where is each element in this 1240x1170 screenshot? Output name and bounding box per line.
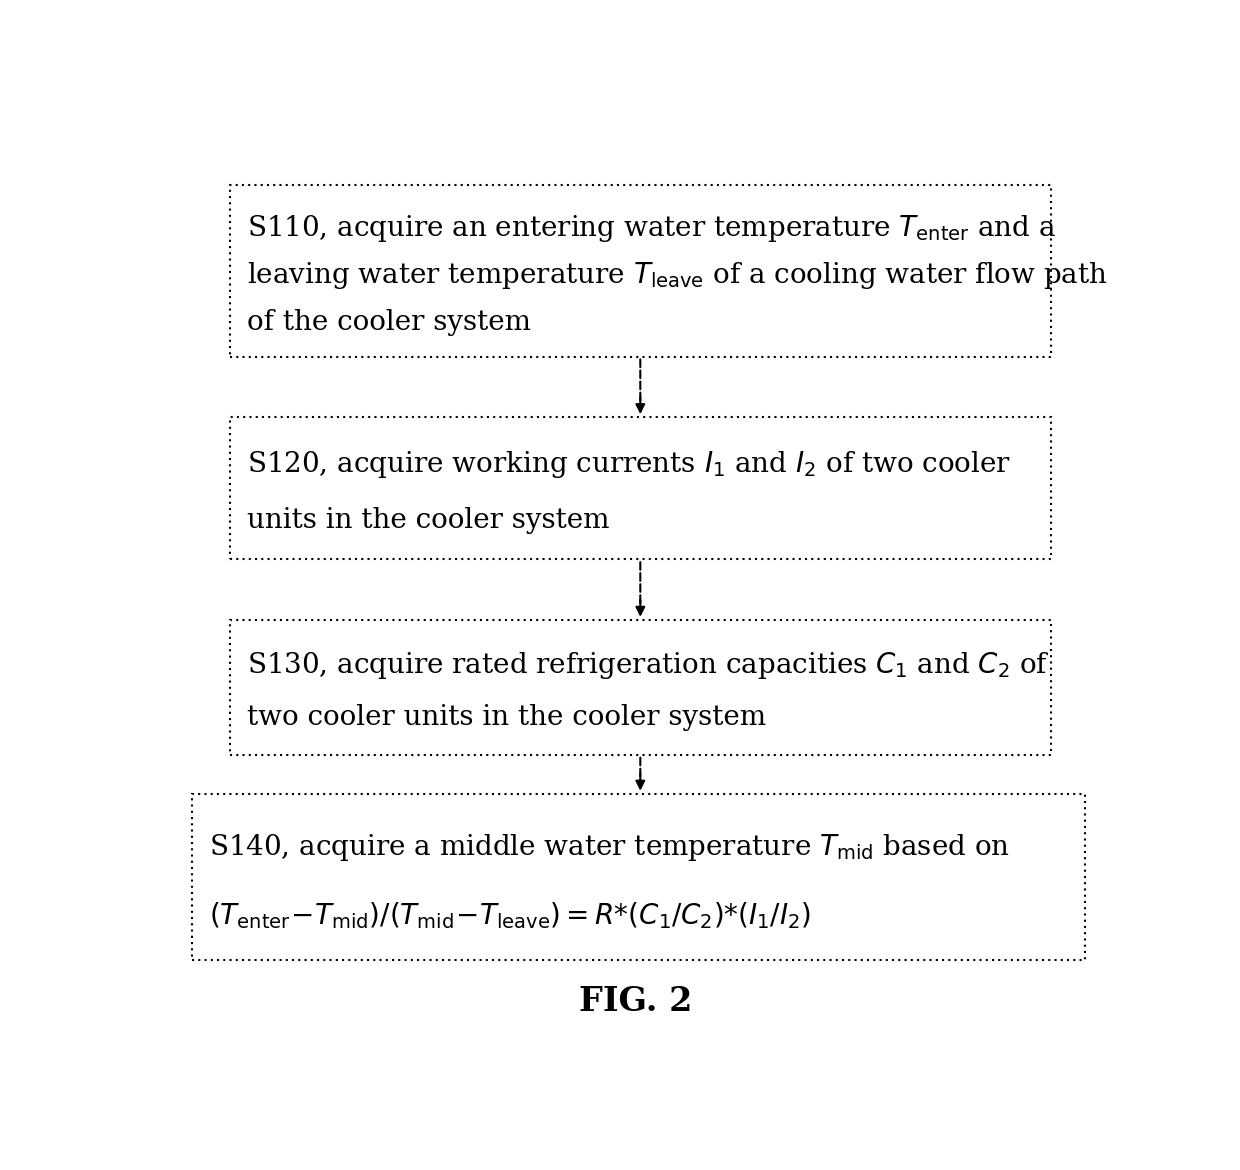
Text: of the cooler system: of the cooler system — [247, 309, 531, 336]
FancyBboxPatch shape — [229, 417, 1050, 559]
FancyBboxPatch shape — [229, 620, 1050, 755]
Text: leaving water temperature $T_{\mathrm{leave}}$ of a cooling water flow path: leaving water temperature $T_{\mathrm{le… — [247, 260, 1109, 291]
FancyBboxPatch shape — [229, 186, 1050, 357]
Text: S140, acquire a middle water temperature $T_{\mathrm{mid}}$ based on: S140, acquire a middle water temperature… — [208, 832, 1009, 863]
Text: two cooler units in the cooler system: two cooler units in the cooler system — [247, 704, 766, 731]
Text: FIG. 2: FIG. 2 — [579, 985, 692, 1018]
Text: $(T_{\mathrm{enter}}\!-\!T_{\mathrm{mid}})/(T_{\mathrm{mid}}\!-\!T_{\mathrm{leav: $(T_{\mathrm{enter}}\!-\!T_{\mathrm{mid}… — [208, 900, 811, 931]
Text: S130, acquire rated refrigeration capacities $C_{1}$ and $C_{2}$ of: S130, acquire rated refrigeration capaci… — [247, 651, 1050, 681]
Text: S110, acquire an entering water temperature $T_{\mathrm{enter}}$ and a: S110, acquire an entering water temperat… — [247, 213, 1056, 245]
FancyBboxPatch shape — [191, 793, 1085, 961]
Text: S120, acquire working currents $I_{1}$ and $I_{2}$ of two cooler: S120, acquire working currents $I_{1}$ a… — [247, 449, 1012, 480]
Text: units in the cooler system: units in the cooler system — [247, 507, 610, 534]
